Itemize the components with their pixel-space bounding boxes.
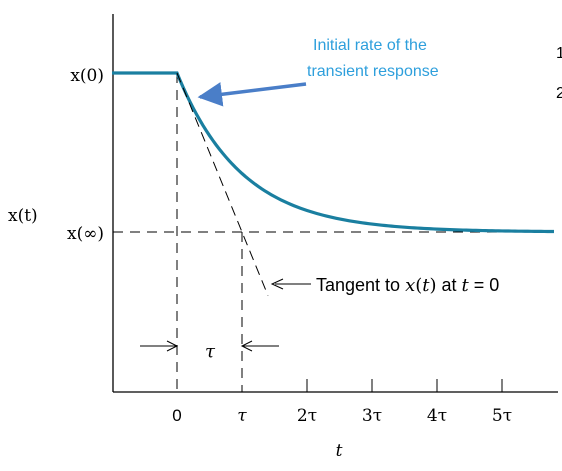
tau-marker-right-head [240,340,253,352]
edge-glyph-1: 1 [556,45,562,62]
callout-initial-rate-arrow [197,82,307,107]
x-tick-label-0: 0 [172,406,181,425]
y-tick-label-x0: x(0) [70,66,104,86]
x-tick-label-tau: τ [237,406,247,426]
x-tick-label-5tau: 5τ [492,406,512,426]
callout-initial-rate-line1: Initial rate of the [313,37,427,54]
x-tick-label-4tau: 4τ [427,406,447,426]
edge-glyph-2: 2 [556,85,562,102]
tangent-line [176,72,269,296]
tau-marker-label: τ [205,341,216,362]
y-axis-label: x(t) [8,206,38,226]
x-axis-label: t [336,441,343,461]
callout-initial-rate-line2: transient response [307,63,439,80]
response-curve [112,71,555,234]
y-tick-label-xinf: x(∞) [67,224,104,244]
tangent-label-arrowhead [270,278,284,290]
x-tick-label-2tau: 2τ [297,406,317,426]
x-tick-label-3tau: 3τ [362,406,382,426]
tangent-annotation: Tangent to x(t) at t = 0 [316,275,499,296]
tau-marker-left-head [166,340,179,352]
